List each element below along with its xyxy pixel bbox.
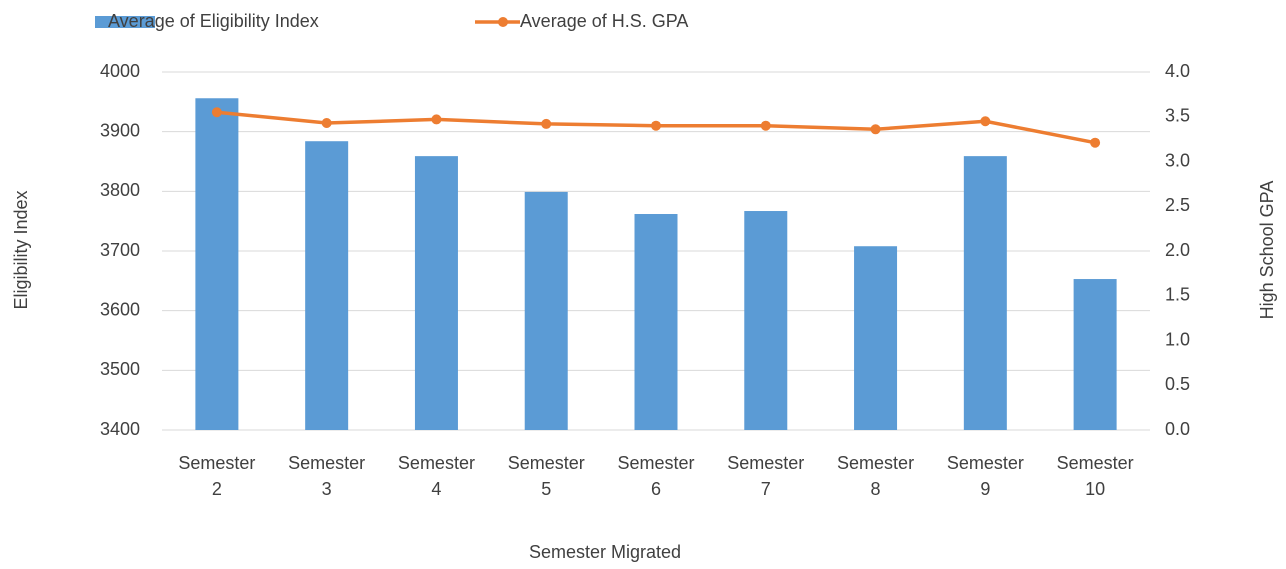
y-tick-label: 3400 xyxy=(100,419,140,439)
y2-tick-label: 0.0 xyxy=(1165,419,1190,439)
y-tick-label: 3900 xyxy=(100,120,140,140)
y-tick-label: 3600 xyxy=(100,299,140,319)
y2-tick-label: 1.5 xyxy=(1165,285,1190,305)
y-tick-label: 3700 xyxy=(100,240,140,260)
line-marker xyxy=(651,120,661,131)
y-tick-label: 3800 xyxy=(100,180,140,200)
x-tick-label: Semester 2 xyxy=(178,453,256,499)
line-marker xyxy=(1090,137,1101,148)
line-marker xyxy=(541,118,552,129)
line-marker xyxy=(321,118,332,129)
x-tick-label: Semester 7 xyxy=(727,453,805,499)
y2-tick-label: 2.5 xyxy=(1165,195,1190,215)
bar xyxy=(524,191,568,430)
legend-label: Average of Eligibility Index xyxy=(108,11,319,31)
y-tick-label: 4000 xyxy=(100,61,140,81)
bar xyxy=(854,246,898,430)
bar xyxy=(634,214,678,430)
y-tick-label: 3500 xyxy=(100,359,140,379)
legend-label: Average of H.S. GPA xyxy=(520,11,688,31)
x-tick-label: Semester 6 xyxy=(617,453,695,499)
x-tick-label: Semester 9 xyxy=(946,453,1024,499)
bar xyxy=(744,211,788,430)
bar xyxy=(414,156,458,430)
line-marker xyxy=(211,107,222,118)
legend-swatch xyxy=(95,16,155,28)
x-tick-label: Semester 5 xyxy=(507,453,585,499)
x-tick-label: Semester 4 xyxy=(397,453,475,499)
y2-tick-label: 2.0 xyxy=(1165,240,1190,260)
line-marker xyxy=(870,124,881,135)
y2-tick-label: 1.0 xyxy=(1165,329,1190,349)
y2-axis-title: High School GPA xyxy=(1257,181,1277,320)
line-marker xyxy=(431,114,442,125)
bar xyxy=(1073,279,1117,430)
bar xyxy=(305,141,349,431)
y-axis-title: Eligibility Index xyxy=(11,190,31,309)
line-marker xyxy=(760,120,771,131)
y2-tick-label: 3.5 xyxy=(1165,106,1190,126)
legend-swatch xyxy=(498,17,508,27)
x-axis-title: Semester Migrated xyxy=(529,542,681,562)
line-marker xyxy=(980,116,991,127)
bar xyxy=(963,156,1007,430)
x-tick-label: Semester 3 xyxy=(288,453,366,499)
bar xyxy=(195,98,239,431)
x-tick-label: Semester 10 xyxy=(1056,453,1134,499)
y2-tick-label: 0.5 xyxy=(1165,374,1190,394)
x-tick-label: Semester 8 xyxy=(837,453,915,499)
y2-tick-label: 4.0 xyxy=(1165,61,1190,81)
y2-tick-label: 3.0 xyxy=(1165,150,1190,170)
